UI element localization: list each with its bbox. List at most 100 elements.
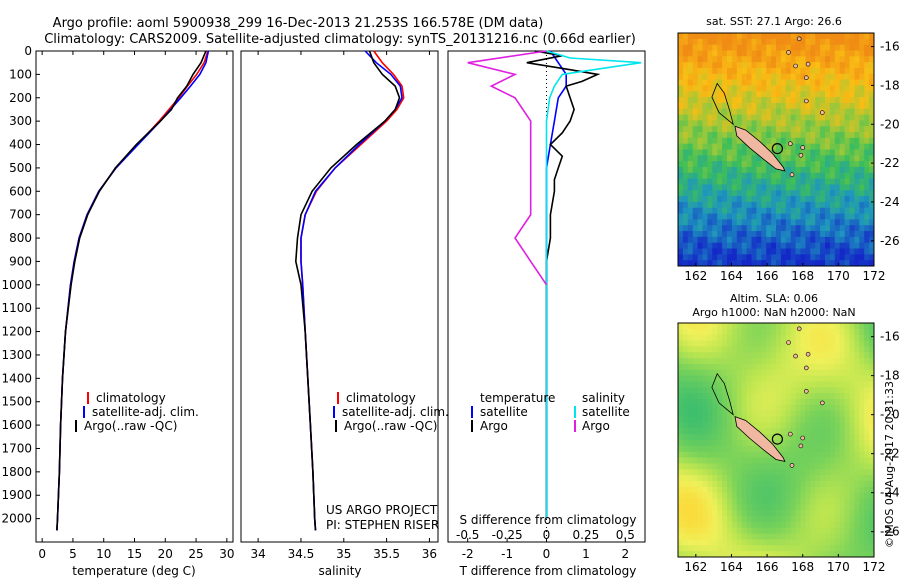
map-cell [741, 410, 748, 418]
map-cell [678, 190, 684, 197]
temperature-legend: climatology satellite-adj. clim. Argo(..… [75, 391, 199, 433]
map-cell [756, 393, 762, 400]
map-cell [727, 334, 733, 342]
map-cell [707, 369, 713, 377]
map-cell [864, 358, 870, 365]
map-cell [692, 539, 699, 546]
map-cell [869, 328, 875, 336]
map-cell [756, 196, 762, 203]
map-cell [692, 416, 699, 423]
map-cell [839, 56, 846, 63]
map-cell [761, 91, 767, 98]
y-tick-label: 1200 [1, 325, 32, 339]
map-cell [820, 85, 826, 92]
map-cell [864, 254, 870, 261]
map-cell [805, 236, 811, 244]
map-cell [776, 445, 782, 453]
map-x-tick-label: 172 [863, 560, 886, 574]
map-cell [682, 422, 689, 429]
map-cell [839, 469, 846, 476]
small-island [798, 443, 804, 449]
map-cell [682, 67, 689, 75]
map-cell [731, 126, 738, 133]
map-cell [702, 242, 708, 250]
map-cell [727, 207, 733, 215]
map-cell [795, 469, 801, 476]
map-cell [761, 422, 767, 429]
map-cell [869, 166, 875, 174]
map-cell [678, 393, 684, 400]
map-cell [790, 178, 797, 185]
argo-position-marker [771, 433, 784, 445]
map-cell [869, 254, 875, 261]
map-cell [849, 155, 855, 162]
map-cell [712, 97, 718, 104]
map-cell [771, 132, 777, 139]
map-cell [780, 126, 787, 133]
map-cell [839, 201, 846, 209]
map-cell [722, 184, 728, 191]
map-cell [766, 254, 772, 261]
map-cell [864, 545, 870, 552]
map-cell [751, 132, 757, 139]
map-cell [682, 149, 689, 156]
map-cell [829, 149, 836, 156]
map-cell [820, 44, 826, 51]
map-cell [722, 422, 728, 429]
map-cell [756, 328, 762, 336]
map-cell [766, 375, 772, 382]
map-cell [834, 323, 841, 330]
map-cell [687, 551, 694, 558]
map-cell [741, 352, 748, 359]
map-cell [727, 248, 733, 255]
map-cell [820, 196, 826, 203]
map-cell [707, 67, 713, 75]
map-cell [864, 422, 870, 429]
map-cell [795, 334, 801, 342]
map-cell [766, 114, 772, 121]
map-cell [717, 33, 723, 40]
sla-map: 162 164 166 168 170 172-16-18-20-22-24-26 [677, 322, 900, 574]
map-cell [785, 521, 792, 529]
map-cell [751, 469, 757, 476]
map-cell [692, 375, 699, 382]
map-cell [761, 242, 767, 250]
map-cell [820, 254, 826, 261]
map-cell [790, 399, 797, 406]
map-cell [682, 219, 689, 226]
map-cell [736, 480, 743, 488]
map-cell [766, 428, 772, 435]
map-cell [751, 184, 757, 191]
map-cell [692, 149, 699, 156]
map-cell [844, 213, 850, 220]
map-cell [839, 91, 846, 98]
map-cell [869, 486, 875, 494]
map-cell [820, 410, 826, 418]
map-cell [761, 492, 767, 499]
map-cell [776, 149, 782, 156]
map-cell [834, 120, 841, 127]
map-cell [834, 469, 841, 476]
map-cell [785, 504, 792, 511]
map-cell [859, 207, 865, 215]
map-cell [722, 207, 728, 215]
map-cell [682, 358, 689, 365]
map-cell [815, 149, 821, 156]
map-cell [736, 62, 743, 69]
map-cell [780, 551, 787, 558]
map-cell [869, 492, 875, 499]
map-cell [780, 254, 787, 261]
map-cell [825, 120, 831, 127]
map-cell [717, 91, 723, 98]
map-cell [702, 451, 708, 459]
map-cell [692, 161, 699, 168]
map-cell [795, 516, 801, 523]
map-x-tick-label: 164 [720, 560, 743, 574]
map-cell [780, 422, 787, 429]
map-cell [800, 346, 806, 353]
map-cell [834, 399, 841, 406]
map-cell [854, 196, 860, 203]
map-cell [864, 85, 870, 92]
map-x-tick-label: 162 [684, 560, 707, 574]
map-cell [697, 440, 703, 447]
